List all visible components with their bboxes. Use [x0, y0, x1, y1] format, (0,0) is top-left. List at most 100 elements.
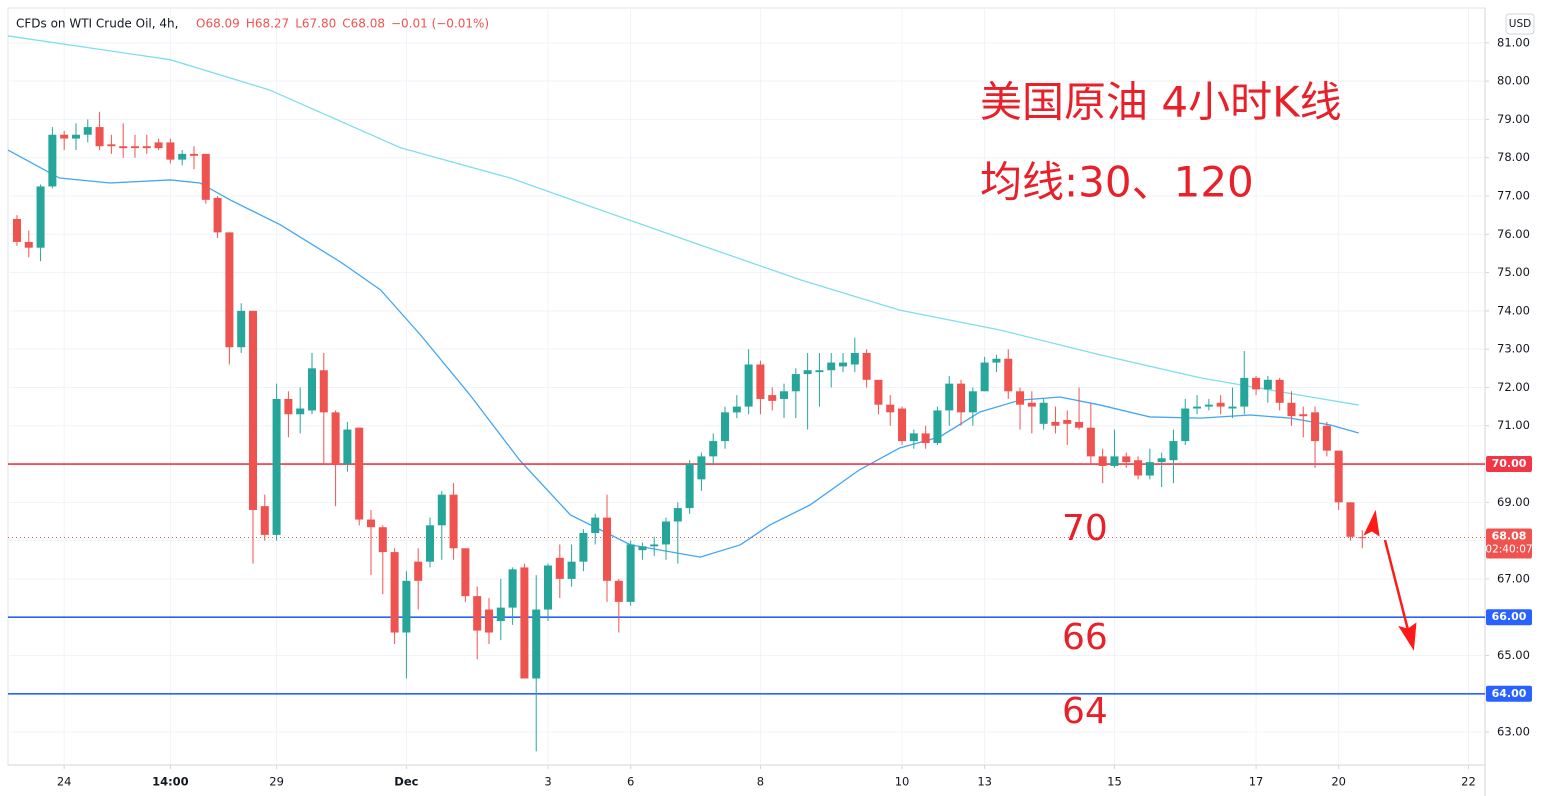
candle-body — [1181, 408, 1190, 442]
x-tick-label: 13 — [977, 775, 992, 789]
y-tick-label: 77.00 — [1497, 189, 1530, 203]
ohlc-text: C68.08 — [342, 17, 385, 31]
arrow-line — [1383, 539, 1410, 631]
candle-body — [1204, 404, 1213, 407]
y-tick-label: 69.00 — [1497, 495, 1530, 509]
candle-body — [24, 241, 33, 248]
candle-body — [697, 456, 706, 480]
candle-body — [48, 134, 57, 187]
candle-body — [60, 134, 69, 139]
level-label-box — [1486, 456, 1532, 473]
y-tick-label: 81.00 — [1497, 35, 1530, 49]
x-tick-label: 29 — [269, 775, 284, 789]
candle-body — [862, 352, 871, 380]
candle-body — [768, 395, 777, 401]
candle-body — [1110, 456, 1119, 466]
countdown: 02:40:07 — [1485, 544, 1532, 556]
candle-body — [414, 561, 423, 581]
candle-body — [484, 609, 494, 633]
candle-body — [166, 142, 175, 160]
candle-body — [284, 398, 293, 415]
candle-body — [1157, 458, 1166, 463]
currency-box[interactable] — [1505, 13, 1535, 35]
title: 美国原油 4小时K线 — [980, 78, 1342, 127]
candle-body — [532, 609, 541, 679]
candle-body — [579, 532, 588, 562]
arrow-head-down — [1398, 622, 1417, 651]
header: CFDs on WTI Crude Oil, 4h, — [16, 17, 178, 31]
candle-body — [721, 412, 730, 442]
candle-body — [968, 391, 977, 413]
candle-body — [1122, 456, 1131, 463]
y-tick-label: 74.00 — [1497, 303, 1530, 317]
candle-body — [461, 548, 470, 597]
candle-body — [248, 310, 257, 510]
x-tick-label: 20 — [1331, 775, 1346, 789]
candle-body — [1346, 502, 1355, 537]
candle-body — [36, 186, 45, 248]
candle-body — [225, 232, 234, 348]
candle-body — [626, 544, 635, 602]
currency[interactable]: USD — [1509, 18, 1531, 30]
candle-body — [850, 352, 859, 365]
candle-body — [709, 441, 718, 457]
candle-body — [260, 506, 269, 535]
y-tick-label: 79.00 — [1497, 112, 1530, 126]
x-tick-label: 24 — [57, 775, 72, 789]
ohlc-text: −0.01 (−0.01%) — [391, 17, 489, 31]
candle-body — [12, 218, 21, 242]
candle-body — [390, 552, 399, 633]
x-tick-label: 22 — [1461, 775, 1476, 789]
y-tick-label: 75.00 — [1497, 265, 1530, 279]
candle-body — [673, 508, 682, 522]
candle-body — [1263, 379, 1272, 390]
x-tick-label: 3 — [544, 775, 551, 789]
candle-body — [1334, 450, 1343, 503]
candle-body — [1299, 414, 1308, 417]
candle-body — [957, 383, 966, 413]
candle-body — [1311, 412, 1320, 442]
x-tick-label: 6 — [627, 775, 634, 789]
candle-body — [378, 527, 387, 553]
level-label: 64.00 — [1492, 687, 1527, 700]
candle-body — [815, 370, 824, 373]
candle-body — [142, 146, 151, 149]
annotation: 66 — [1062, 617, 1108, 658]
candle-body — [319, 370, 328, 413]
y-tick-label: 72.00 — [1497, 380, 1530, 394]
candle-body — [1004, 358, 1013, 392]
y-tick-label: 78.00 — [1497, 150, 1530, 164]
candle-body — [154, 142, 163, 149]
candle-body — [1169, 441, 1178, 461]
candle-body — [756, 364, 765, 399]
candle-body — [803, 370, 812, 375]
candle-body — [1063, 420, 1072, 424]
candle-body — [449, 494, 458, 549]
candle-body — [425, 525, 435, 562]
candle-body — [343, 429, 352, 465]
candle-body — [827, 362, 836, 371]
candle-body — [1216, 402, 1225, 407]
candle-body — [638, 546, 647, 551]
candle-body — [543, 565, 553, 610]
candle-body — [1016, 391, 1025, 405]
candle-body — [732, 406, 741, 413]
candle-body — [1098, 456, 1107, 466]
candle-body — [992, 358, 1001, 363]
candle-body — [402, 580, 411, 633]
level-label: 66.00 — [1492, 610, 1527, 623]
candle-body — [520, 567, 529, 679]
ohlc-text: L67.80 — [295, 17, 336, 31]
x-tick-label: 10 — [895, 775, 910, 789]
candle-body — [933, 410, 942, 443]
arrows — [1363, 509, 1417, 651]
candle-body — [1075, 421, 1084, 428]
y-tick-label: 63.00 — [1497, 725, 1530, 739]
annotation: 64 — [1062, 691, 1108, 732]
annotation: 70 — [1062, 508, 1108, 549]
marks — [7, 8, 1489, 769]
subtitle: 均线:30、120 — [980, 158, 1254, 207]
candle-body — [980, 362, 989, 392]
